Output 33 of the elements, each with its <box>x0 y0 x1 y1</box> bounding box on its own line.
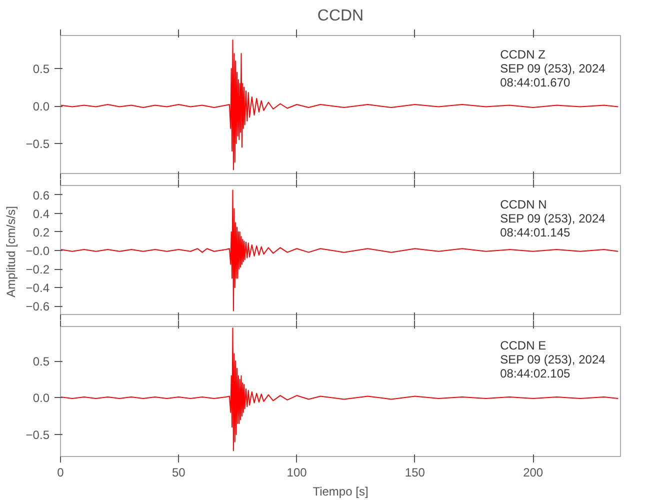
annotation: 08:44:01.670 <box>500 76 570 90</box>
y-tick-label: 0.0 <box>32 100 50 114</box>
y-tick-label: 0.4 <box>32 206 50 221</box>
y-tick-label: −0.0 <box>26 244 50 258</box>
x-tick-label: 150 <box>404 466 426 480</box>
y-tick-label: 0.5 <box>32 62 50 76</box>
y-tick-label: 0.5 <box>32 354 50 369</box>
line-series <box>60 40 619 170</box>
annotation: CCDN E <box>500 338 546 352</box>
y-tick-label: 0.0 <box>32 391 50 406</box>
annotation: CCDN N <box>500 198 547 212</box>
y-tick-label: −0.2 <box>26 262 50 277</box>
annotation: 08:44:01.145 <box>500 226 570 240</box>
line-series <box>60 327 619 452</box>
x-axis-title: Tiempo [s] <box>312 484 368 498</box>
y-axis-title: Amplitud [cm/s/s] <box>4 206 18 298</box>
annotation: SEP 09 (253), 2024 <box>500 62 606 76</box>
y-tick-label: 0.2 <box>32 225 50 240</box>
y-tick-label: 0.6 <box>32 188 50 202</box>
line-series <box>60 190 619 312</box>
y-tick-label: −0.6 <box>26 300 50 314</box>
annotation: SEP 09 (253), 2024 <box>500 212 606 226</box>
annotation: 08:44:02.105 <box>500 366 570 380</box>
y-tick-label: −0.4 <box>26 281 50 296</box>
annotation: CCDN Z <box>500 48 546 62</box>
x-tick-label: 100 <box>286 466 308 480</box>
x-tick-label: 200 <box>523 466 544 480</box>
y-tick-label: −0.5 <box>26 428 50 442</box>
x-tick-label: 0 <box>57 466 64 480</box>
y-tick-label: −0.5 <box>26 137 50 151</box>
annotation: SEP 09 (253), 2024 <box>500 352 606 366</box>
chart-title: CCDN <box>317 8 364 24</box>
x-tick-label: 50 <box>172 466 186 480</box>
